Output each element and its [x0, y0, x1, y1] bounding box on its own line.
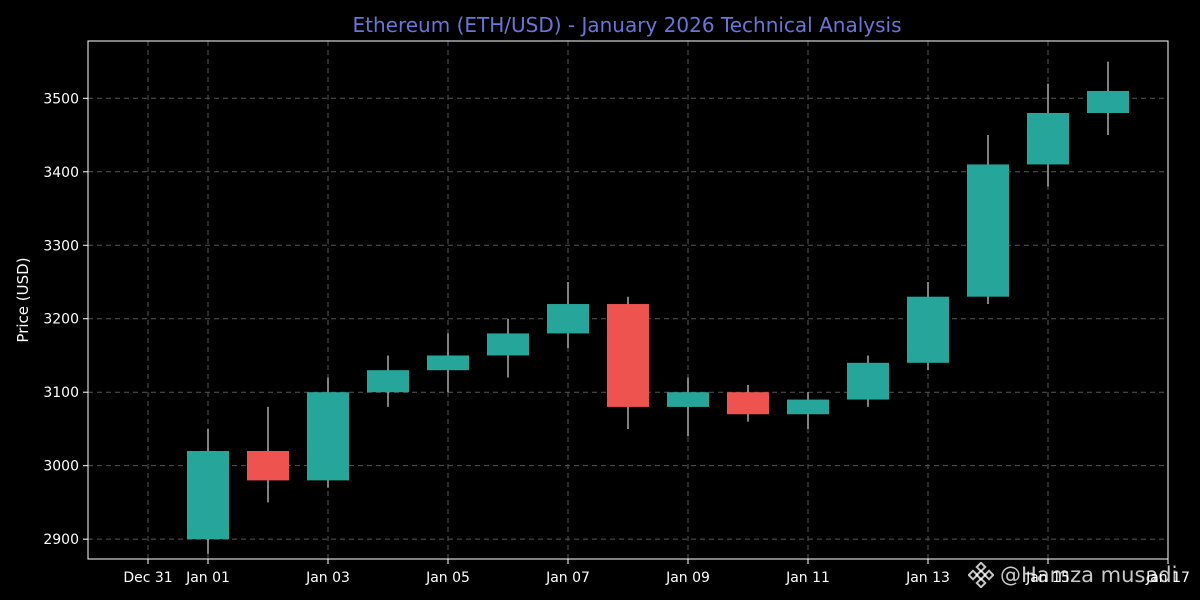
y-tick-label: 3400 [43, 165, 79, 181]
candle-body [487, 333, 529, 356]
y-tick-label: 2900 [43, 532, 79, 548]
candle-body [307, 392, 349, 481]
y-axis-label: Price (USD) [14, 257, 32, 342]
candle-up [547, 281, 589, 349]
candle-up [427, 333, 469, 393]
candle-body [727, 392, 769, 415]
x-tick-label: Jan 09 [665, 570, 710, 586]
x-tick-label: Jan 01 [185, 570, 230, 586]
candle-body [367, 370, 409, 393]
candle-down [727, 384, 769, 422]
x-tick-label: Jan 15 [1025, 570, 1070, 586]
x-tick-label: Jan 07 [545, 570, 590, 586]
candle-up [187, 428, 229, 554]
candle-body [1027, 113, 1069, 165]
candle-body [907, 296, 949, 363]
candle-body [667, 392, 709, 407]
candle-up [847, 355, 889, 407]
candle-up [787, 392, 829, 429]
chart-title: Ethereum (ETH/USD) - January 2026 Techni… [353, 13, 902, 37]
y-tick-label: 3100 [43, 385, 79, 401]
candle-body [247, 450, 289, 481]
watermark: @Hamza musadi [968, 558, 1177, 592]
y-tick-label: 3000 [43, 459, 79, 475]
x-tick-label: Jan 05 [425, 570, 470, 586]
candles [187, 61, 1129, 554]
plot-frame [87, 40, 1169, 560]
candle-body [787, 399, 829, 415]
candle-up [367, 355, 409, 407]
candle-down [607, 296, 649, 429]
candle-body [427, 355, 469, 371]
candle-up [967, 135, 1009, 305]
x-tick-label: Jan 03 [305, 570, 350, 586]
candle-body [1087, 90, 1129, 114]
candle-up [487, 318, 529, 378]
x-tick-label: Jan 13 [905, 570, 950, 586]
x-axis: Dec 31 Jan 01 Jan 03 Jan 05 Jan 07 Jan 09 Jan … [123, 559, 1190, 586]
candle-body [547, 304, 589, 334]
binance-logo-icon [968, 562, 994, 588]
y-tick-label: 3500 [43, 91, 79, 107]
y-tick-label: 3300 [43, 238, 79, 254]
candle-body [967, 164, 1009, 297]
candle-down [247, 406, 289, 503]
candle-up [1087, 61, 1129, 136]
candle-up [307, 377, 349, 488]
candle-up [667, 377, 709, 437]
candle-body [187, 450, 229, 540]
watermark-text: @Hamza musadi [1000, 563, 1178, 587]
candle-up [907, 281, 949, 371]
candle-body [607, 304, 649, 407]
y-axis: 2900 3000 3100 3200 3300 3400 3500 [43, 91, 88, 548]
candle-up [1027, 83, 1069, 187]
x-tick-label: Jan 17 [1145, 570, 1190, 586]
x-tick-label: Dec 31 [123, 570, 172, 586]
y-tick-label: 3200 [43, 312, 79, 328]
x-tick-label: Jan 11 [785, 570, 830, 586]
candle-body [847, 362, 889, 400]
